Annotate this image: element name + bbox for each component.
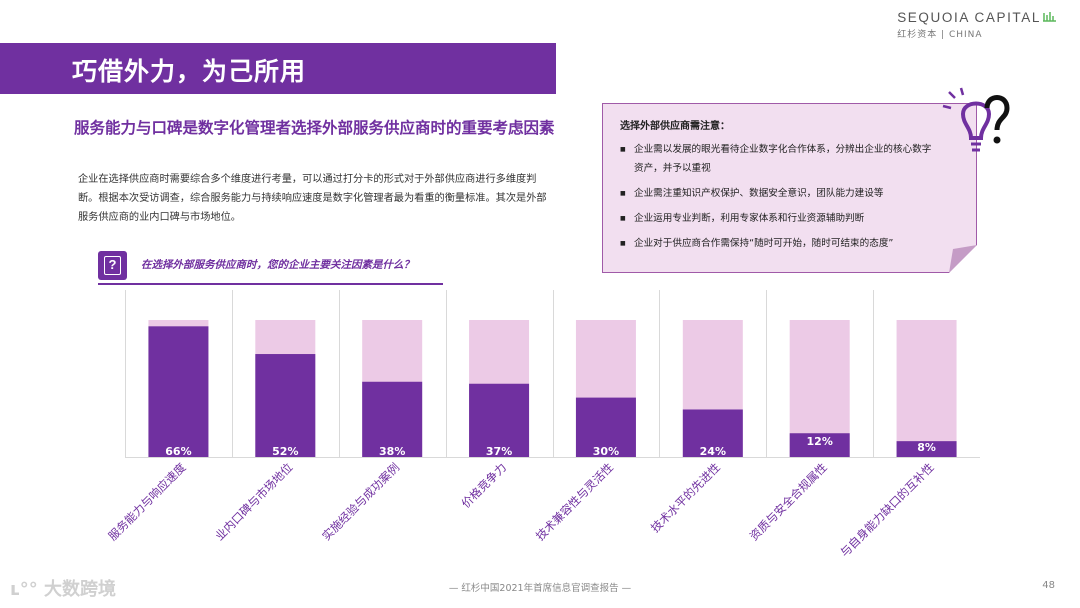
note-item: 企业运用专业判断，利用专家体系和行业资源辅助判断 — [620, 209, 940, 228]
brand-sub: 红杉资本 | CHINA — [897, 30, 983, 40]
category-label: 技术兼容性与灵活性 — [533, 460, 616, 543]
bar — [362, 381, 423, 457]
footer-report: — 红杉中国2021年首席信息官调查报告 — — [448, 583, 632, 594]
bar — [682, 409, 743, 457]
data-label: 8% — [917, 441, 936, 454]
note-item: 企业需以发展的眼光看待企业数字化合作体系，分辨出企业的核心数字资产，并予以重视 — [620, 140, 940, 178]
category-label: 与自身能力缺口的互补性 — [837, 460, 936, 559]
page-number: 48 — [1042, 580, 1055, 591]
question-icon: ? — [98, 251, 127, 280]
note-title: 选择外部供应商需注意： — [620, 121, 730, 132]
data-label: 12% — [807, 435, 833, 448]
note-item: 企业需注重知识产权保护、数据安全意识，团队能力建设等 — [620, 184, 940, 203]
section-subtitle: 服务能力与口碑是数字化管理者选择外部服务供应商时的重要考虑因素 — [74, 119, 555, 137]
data-label: 30% — [593, 445, 619, 458]
data-label: 38% — [379, 445, 405, 458]
category-label: 服务能力与响应速度 — [105, 460, 188, 543]
data-label: 37% — [486, 445, 512, 458]
bar — [255, 354, 316, 457]
category-label: 资质与安全合规属性 — [747, 460, 830, 543]
bar-chart: 66% 52% 38% 37% 30% 24% 12% 8% — [125, 290, 980, 458]
bar — [789, 433, 850, 457]
page-fold-icon — [949, 245, 977, 273]
category-label: 价格竞争力 — [459, 460, 510, 511]
watermark-logo: ʟ°° 大数跨境 — [10, 579, 116, 600]
data-label: 24% — [700, 445, 726, 458]
chart-question: 在选择外部服务供应商时，您的企业主要关注因素是什么？ — [141, 259, 414, 271]
body-paragraph: 企业在选择供应商时需要综合多个维度进行考量，可以通过打分卡的形式对于外部供应商进… — [78, 174, 547, 223]
title-banner: 巧借外力，为己所用 — [0, 43, 556, 94]
bar — [575, 397, 636, 457]
lightbulb-question-icon — [942, 87, 1010, 152]
category-label: 技术水平的先进性 — [648, 460, 723, 535]
note-item: 企业对于供应商合作需保持“随时可开始，随时可结束的态度” — [620, 234, 940, 253]
data-label: 66% — [165, 445, 191, 458]
divider-line — [98, 283, 443, 285]
x-axis-labels: 服务能力与响应速度 业内口碑与市场地位 实施经验与成功案例 价格竞争力 技术兼容性与灵活… — [105, 460, 936, 560]
category-label: 业内口碑与市场地位 — [212, 460, 295, 543]
bar — [148, 326, 209, 457]
page-title: 巧借外力，为己所用 — [72, 57, 307, 86]
note-list: 企业需以发展的眼光看待企业数字化合作体系，分辨出企业的核心数字资产，并予以重视 … — [620, 140, 940, 259]
brand-name: SEQUOIA CAPITAL — [897, 10, 1056, 25]
bar — [896, 441, 957, 457]
bar — [469, 383, 530, 457]
category-label: 实施经验与成功案例 — [319, 460, 402, 543]
note-box: 选择外部供应商需注意： 企业需以发展的眼光看待企业数字化合作体系，分辨出企业的核… — [602, 103, 977, 273]
bar-track — [896, 320, 957, 457]
data-label: 52% — [272, 445, 298, 458]
sequoia-leaf-icon — [1043, 12, 1056, 22]
sequoia-logo: SEQUOIA CAPITAL 红杉资本 | CHINA — [897, 10, 1056, 40]
